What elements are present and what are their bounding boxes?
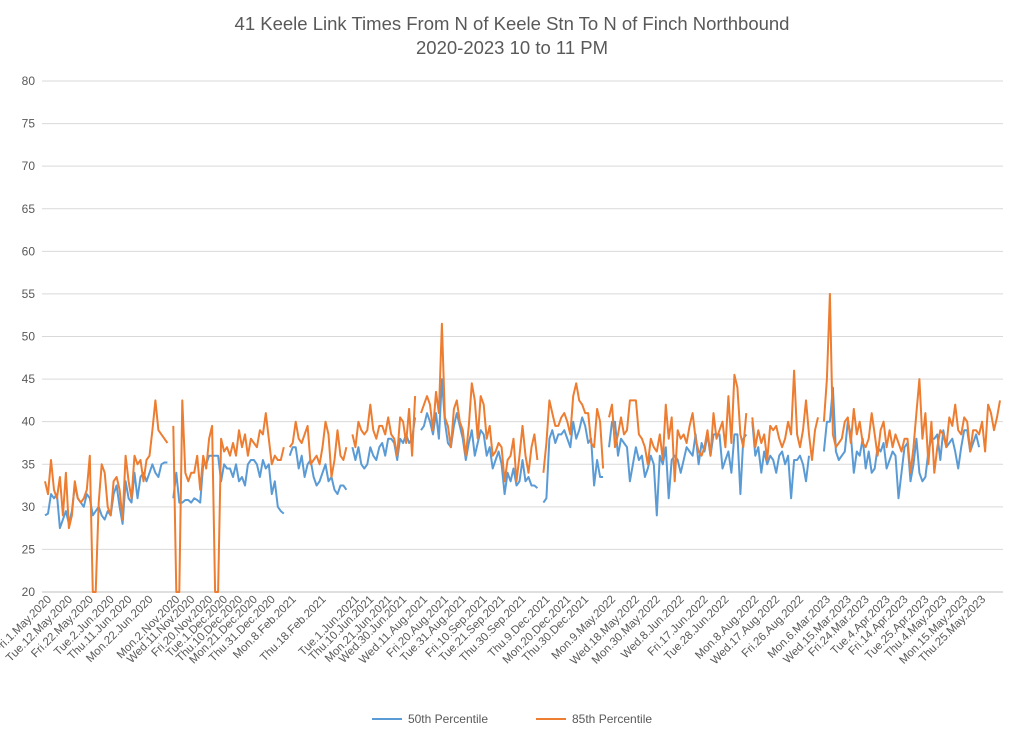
legend-item-50th: 50th Percentile	[371, 712, 488, 726]
y-tick-label: 80	[22, 74, 36, 88]
series-line-segment	[751, 421, 810, 500]
series-line-segment	[420, 322, 539, 483]
legend-item-85th: 85th Percentile	[536, 712, 652, 726]
y-axis: 20 25 30 35 40 45 50 55 60 65 70 75 80	[22, 74, 36, 599]
y-tick-label: 65	[22, 202, 36, 216]
legend-swatch-50th	[371, 718, 402, 720]
series-line-segment	[751, 369, 819, 461]
series-line-segment	[608, 420, 748, 517]
chart-subtitle: 2020-2023 10 to 11 PM	[416, 37, 608, 58]
y-tick-label: 40	[22, 415, 36, 429]
y-tick-label: 60	[22, 244, 36, 258]
series-line-segment	[822, 292, 1001, 474]
series-50th	[44, 378, 981, 530]
legend-label-85th: 85th Percentile	[572, 712, 653, 726]
y-tick-label: 25	[22, 542, 36, 556]
series-line-segment	[420, 378, 539, 496]
series-line-segment	[351, 396, 417, 457]
y-tick-label: 75	[22, 117, 36, 131]
series-line-segment	[44, 461, 168, 530]
y-tick-label: 45	[22, 372, 36, 386]
series-line-segment	[288, 420, 348, 478]
legend-label-50th: 50th Percentile	[407, 712, 488, 726]
y-tick-label: 20	[22, 585, 36, 599]
y-tick-label: 30	[22, 500, 36, 514]
series-line-segment	[542, 416, 604, 504]
y-tick-label: 50	[22, 330, 36, 344]
series-line-segment	[288, 446, 348, 496]
series-line-segment	[172, 454, 285, 515]
y-tick-label: 35	[22, 457, 36, 471]
series-line-segment	[542, 382, 605, 473]
y-tick-label: 55	[22, 287, 36, 301]
series-lines	[44, 292, 1001, 593]
chart-title-line: 41 Keele Link Times From N of Keele Stn …	[234, 13, 790, 34]
series-line-segment	[172, 399, 285, 593]
series-85th	[44, 292, 1001, 593]
x-axis: Fri.1.May.2020Tue.12.May.2020Fri.22.May.…	[0, 594, 988, 668]
series-line-segment	[608, 373, 748, 483]
y-tick-label: 70	[22, 159, 36, 173]
legend-swatch-85th	[536, 718, 566, 720]
series-line-segment	[44, 399, 169, 593]
chart-title: 41 Keele Link Times From N of Keele Stn …	[0, 12, 1024, 60]
legend: 50th Percentile 85th Percentile	[0, 712, 1024, 726]
gridlines	[42, 80, 1003, 593]
